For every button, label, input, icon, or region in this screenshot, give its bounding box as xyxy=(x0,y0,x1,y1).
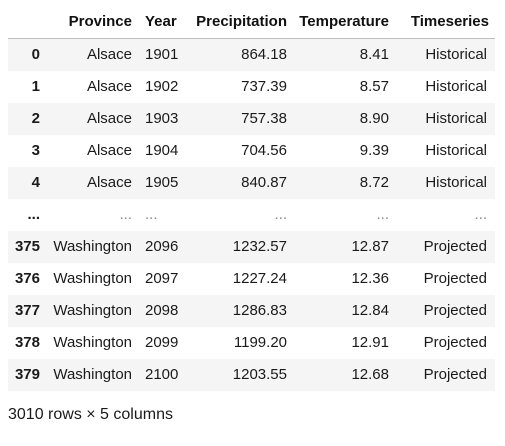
timeseries-cell: Historical xyxy=(425,142,487,159)
table-body: 0 Alsace 1901 864.18 8.41 Historical 1 Alsace 19… xyxy=(8,38,495,391)
row-index: 379 xyxy=(14,366,40,383)
table-row: 376 Washington 2097 1227.24 12.36 Projected xyxy=(8,263,495,295)
precipitation-cell: 864.18 xyxy=(241,46,287,63)
row-index: 2 xyxy=(31,110,40,127)
row-index: 378 xyxy=(14,334,40,351)
precipitation-header: Precipitation xyxy=(185,6,293,39)
province-cell: Washington xyxy=(53,270,132,287)
table-row: 0 Alsace 1901 864.18 8.41 Historical xyxy=(8,38,495,71)
precipitation-cell: 704.56 xyxy=(241,142,287,159)
province-cell: Washington xyxy=(53,238,132,255)
table-row: 4 Alsace 1905 840.87 8.72 Historical xyxy=(8,167,495,199)
temperature-header: Temperature xyxy=(293,6,395,39)
temperature-cell: 8.41 xyxy=(359,46,389,63)
table-row: 2 Alsace 1903 757.38 8.90 Historical xyxy=(8,103,495,135)
year-cell: 2097 xyxy=(145,270,179,287)
table-row: 1 Alsace 1902 737.39 8.57 Historical xyxy=(8,71,495,103)
row-index: 4 xyxy=(31,174,40,191)
precipitation-cell: 840.87 xyxy=(241,174,287,191)
temperature-cell: 9.39 xyxy=(359,142,389,159)
year-cell: 2098 xyxy=(145,302,179,319)
precipitation-cell: 1227.24 xyxy=(232,270,287,287)
precipitation-cell: 757.38 xyxy=(241,110,287,127)
table-row: 3 Alsace 1904 704.56 9.39 Historical xyxy=(8,135,495,167)
timeseries-header: Timeseries xyxy=(395,6,495,39)
table-header: Province Year Precipitation Temperature … xyxy=(8,6,495,39)
timeseries-cell: Historical xyxy=(425,46,487,63)
temperature-cell: ... xyxy=(376,206,389,223)
timeseries-cell: Projected xyxy=(423,366,487,383)
year-cell: 1903 xyxy=(145,110,179,127)
dataframe-table: Province Year Precipitation Temperature … xyxy=(8,6,495,391)
timeseries-cell: Projected xyxy=(423,238,487,255)
table-row: 379 Washington 2100 1203.55 12.68 Projected xyxy=(8,359,495,391)
province-cell: Washington xyxy=(53,366,132,383)
table-row: 375 Washington 2096 1232.57 12.87 Projected xyxy=(8,231,495,263)
year-cell: 2099 xyxy=(145,334,179,351)
year-header: Year xyxy=(138,6,185,39)
province-cell: Alsace xyxy=(86,174,132,191)
row-index: 376 xyxy=(14,270,40,287)
year-cell: 1905 xyxy=(145,174,179,191)
province-cell: Washington xyxy=(53,302,132,319)
table-row: 378 Washington 2099 1199.20 12.91 Projected xyxy=(8,327,495,359)
precipitation-cell: 1199.20 xyxy=(233,334,287,351)
timeseries-cell: ... xyxy=(474,206,487,223)
province-cell: Washington xyxy=(53,334,132,351)
province-cell: ... xyxy=(119,206,132,223)
row-index: 1 xyxy=(31,78,40,95)
row-index: ... xyxy=(27,206,40,223)
temperature-cell: 8.90 xyxy=(359,110,389,127)
year-cell: 2100 xyxy=(145,366,179,383)
province-header: Province xyxy=(48,6,138,39)
temperature-cell: 12.36 xyxy=(351,270,389,287)
temperature-cell: 12.68 xyxy=(351,366,389,383)
temperature-cell: 12.91 xyxy=(351,334,389,351)
temperature-cell: 12.84 xyxy=(351,302,389,319)
precipitation-cell: 737.39 xyxy=(241,78,287,95)
row-index: 375 xyxy=(14,238,40,255)
row-index: 377 xyxy=(14,302,40,319)
temperature-cell: 8.57 xyxy=(359,78,389,95)
timeseries-cell: Historical xyxy=(425,78,487,95)
row-index: 0 xyxy=(31,46,40,63)
timeseries-cell: Projected xyxy=(423,334,487,351)
year-cell: 2096 xyxy=(145,238,179,255)
timeseries-cell: Projected xyxy=(423,270,487,287)
precipitation-cell: 1286.83 xyxy=(232,302,287,319)
year-cell: 1904 xyxy=(145,142,179,159)
row-column-summary: 3010 rows × 5 columns xyxy=(8,406,173,423)
temperature-cell: 8.72 xyxy=(359,174,389,191)
temperature-cell: 12.87 xyxy=(351,238,389,255)
province-cell: Alsace xyxy=(86,142,132,159)
year-cell: 1902 xyxy=(145,78,179,95)
header-row: Province Year Precipitation Temperature … xyxy=(8,6,495,39)
precipitation-cell: 1232.57 xyxy=(232,238,287,255)
province-cell: Alsace xyxy=(86,110,132,127)
year-cell: 1901 xyxy=(145,46,179,63)
timeseries-cell: Historical xyxy=(425,174,487,191)
table-row: 377 Washington 2098 1286.83 12.84 Projected xyxy=(8,295,495,327)
table-row: .................. xyxy=(8,199,495,231)
precipitation-cell: ... xyxy=(274,206,287,223)
row-index: 3 xyxy=(31,142,40,159)
precipitation-cell: 1203.55 xyxy=(232,366,287,383)
timeseries-cell: Projected xyxy=(423,302,487,319)
timeseries-cell: Historical xyxy=(425,110,487,127)
province-cell: Alsace xyxy=(86,46,132,63)
province-cell: Alsace xyxy=(86,78,132,95)
index-header xyxy=(8,6,48,39)
year-cell: ... xyxy=(145,206,158,223)
